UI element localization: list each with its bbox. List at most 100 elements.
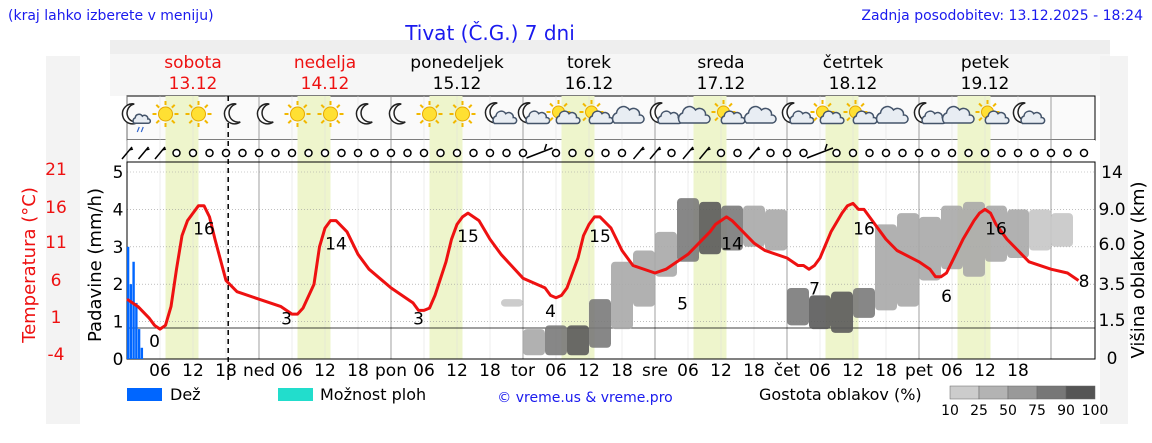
temperature-label: 15 xyxy=(457,227,479,247)
rain-drops-icon xyxy=(136,126,144,133)
sun-icon xyxy=(290,106,305,122)
cloud-icon xyxy=(984,110,1010,125)
x-tick-label: 18 xyxy=(215,361,237,381)
cloud-icon xyxy=(875,105,909,124)
rain-bar xyxy=(126,246,130,359)
cloud-density-legend-title: Gostota oblakov (%) xyxy=(759,385,922,404)
cloud-height-tick-label: 9.0 xyxy=(1098,200,1125,220)
wind-calm-icon xyxy=(304,148,313,158)
cloud-cell xyxy=(589,299,611,348)
wind-arrow-icon xyxy=(806,143,834,159)
x-tick-label: pet xyxy=(905,361,933,381)
sun-ray-icon xyxy=(714,102,719,108)
wind-calm-icon xyxy=(568,148,577,158)
sun-ray-icon xyxy=(155,104,160,109)
wind-calm-icon xyxy=(848,148,858,158)
cloud-cell xyxy=(897,213,919,307)
cloud-cell xyxy=(765,209,787,251)
sun-ray-icon xyxy=(714,116,719,122)
wind-calm-icon xyxy=(733,148,742,158)
cloud-icon xyxy=(743,105,777,124)
day-date: 15.12 xyxy=(433,74,482,94)
density-tick-label: 10 xyxy=(941,403,959,419)
sun-ray-icon xyxy=(336,119,341,124)
day-name: četrtek xyxy=(823,53,884,73)
temperature-axis-title: Temperatura (°C) xyxy=(19,187,40,344)
wind-calm-icon xyxy=(353,148,363,158)
sun-ray-icon xyxy=(435,104,440,109)
x-tick-label: 06 xyxy=(677,361,699,381)
day-name: ponedeljek xyxy=(410,53,504,73)
day-date: 19.12 xyxy=(961,74,1010,94)
cloud-icon xyxy=(555,110,581,125)
cloud-cell xyxy=(743,205,765,247)
wind-calm-icon xyxy=(337,148,346,158)
day-name: nedelja xyxy=(294,53,356,73)
sun-ray-icon xyxy=(171,104,176,109)
temperature-label: 16 xyxy=(193,219,215,239)
wind-calm-icon xyxy=(320,148,330,158)
cloud-cell xyxy=(611,261,633,330)
temperature-label: 0 xyxy=(149,332,160,352)
cloud-icon xyxy=(677,105,711,124)
sun-ray-icon xyxy=(563,102,568,108)
sun-ray-icon xyxy=(155,119,160,124)
x-tick-label: 18 xyxy=(875,361,897,381)
sun-ray-icon xyxy=(287,119,292,124)
menu-hint[interactable]: (kraj lahko izberete v meniju) xyxy=(8,8,214,24)
moon-icon xyxy=(355,103,373,125)
sun-ray-icon xyxy=(978,102,983,108)
cloud-density-legend: 10 25 50 75 90 100 xyxy=(941,385,1108,419)
copyright-link[interactable]: © vreme.us & vreme.pro xyxy=(497,390,672,406)
x-tick-label: 12 xyxy=(446,361,468,381)
sun-ray-icon xyxy=(452,119,457,124)
wind-arrow-icon xyxy=(748,146,761,160)
temperature-label: 6 xyxy=(941,287,952,307)
sun-icon xyxy=(191,106,206,122)
wind-calm-icon xyxy=(436,148,445,158)
cloud-icon xyxy=(1020,110,1046,125)
temperature-label: 15 xyxy=(589,227,611,247)
x-tick-label: pon xyxy=(375,361,407,381)
sun-ray-icon xyxy=(549,116,554,122)
sun-ray-icon xyxy=(320,104,325,109)
x-tick-label: čet xyxy=(774,361,801,381)
x-tick-label: 06 xyxy=(413,361,435,381)
sun-ray-icon xyxy=(419,119,424,124)
day-date: 13.12 xyxy=(169,74,218,94)
wind-calm-icon xyxy=(172,148,181,158)
wind-calm-icon xyxy=(485,148,495,158)
cloud-cell xyxy=(501,299,523,307)
temperature-tick-label: 16 xyxy=(45,198,67,218)
sun-ray-icon xyxy=(846,116,851,122)
sun-ray-icon xyxy=(188,104,193,109)
temperature-label: 14 xyxy=(721,234,743,254)
wind-calm-icon xyxy=(386,148,396,158)
cloud-icon xyxy=(132,113,152,125)
x-tick-label: 12 xyxy=(842,361,864,381)
wind-arrow-icon xyxy=(682,146,695,160)
wind-arrow-icon xyxy=(137,146,150,160)
moon-icon xyxy=(388,103,406,125)
wind-arrow-icon xyxy=(649,146,662,160)
x-tick-label: 06 xyxy=(149,361,171,381)
sun-ray-icon xyxy=(320,119,325,124)
cloud-icon xyxy=(789,110,815,125)
rain-bar xyxy=(135,302,138,359)
density-tick-label: 50 xyxy=(999,403,1017,419)
sun-ray-icon xyxy=(468,119,473,124)
precip-tick-label: 5 xyxy=(113,163,124,183)
day-name: petek xyxy=(961,53,1009,73)
precip-tick-label: 3 xyxy=(113,238,124,258)
wind-calm-icon xyxy=(1046,148,1056,158)
sun-ray-icon xyxy=(204,104,209,109)
sun-ray-icon xyxy=(171,119,176,124)
wind-calm-icon xyxy=(502,148,511,158)
cloud-cell xyxy=(1051,213,1073,247)
x-tick-label: 06 xyxy=(281,361,303,381)
cloud-icon xyxy=(525,110,551,125)
temperature-label: 3 xyxy=(413,310,424,330)
wind-calm-icon xyxy=(782,148,792,158)
x-tick-label: 18 xyxy=(479,361,501,381)
temperature-tick-label: 1 xyxy=(51,308,62,328)
